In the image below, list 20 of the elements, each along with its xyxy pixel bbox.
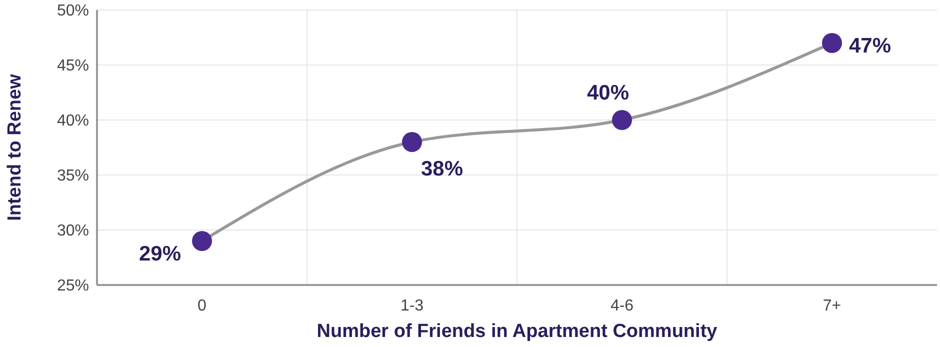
x-tick-label: 1-3 xyxy=(400,297,424,314)
y-tick-label: 30% xyxy=(56,222,89,240)
y-tick-label: 50% xyxy=(56,2,89,20)
point xyxy=(402,132,422,152)
y-axis-title: Intend to Renew xyxy=(4,74,26,221)
x-axis-title: Number of Friends in Apartment Community xyxy=(316,321,718,342)
text: 47% xyxy=(848,34,892,58)
y-tick-label: 40% xyxy=(56,112,89,130)
point xyxy=(192,231,212,251)
point xyxy=(822,33,842,53)
x-tick-label: 7+ xyxy=(822,297,842,314)
x-tick-label: 4-6 xyxy=(610,297,634,314)
y-tick-label: 35% xyxy=(56,168,89,185)
point xyxy=(612,110,632,130)
y-tick-label: 45% xyxy=(56,58,89,75)
text: 38% xyxy=(420,158,464,181)
text: 29% xyxy=(138,242,182,266)
text: 40% xyxy=(586,82,630,105)
y-tick-label: 25% xyxy=(56,278,89,295)
x-tick-label: 0 xyxy=(198,297,207,314)
